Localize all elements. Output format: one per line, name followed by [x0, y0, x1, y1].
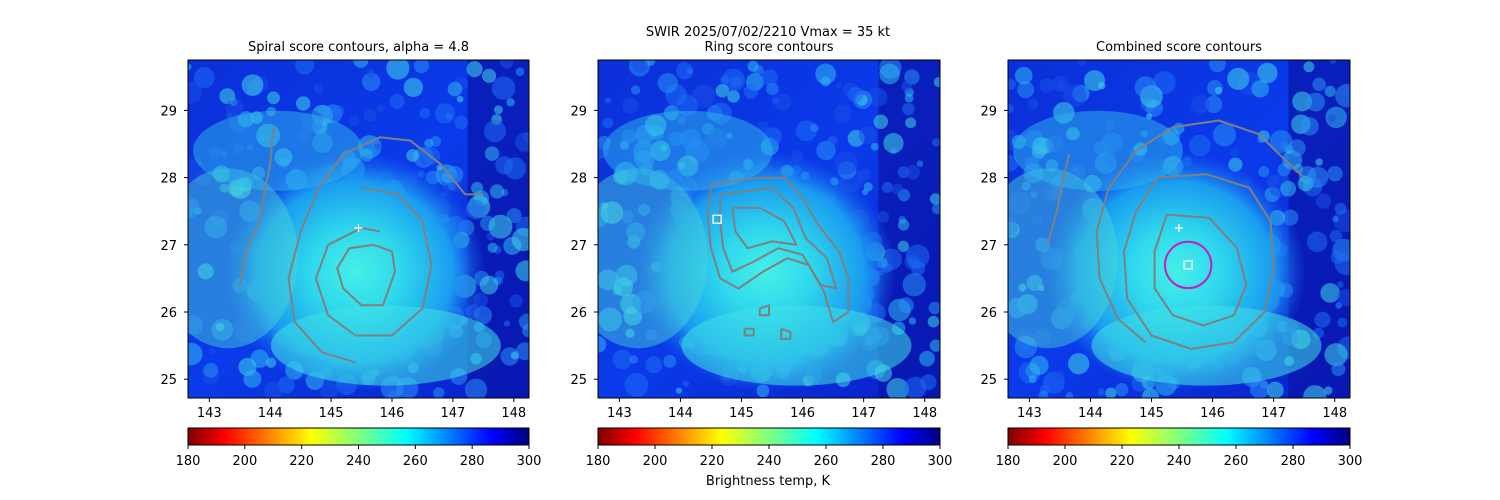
contour-spiral-middle — [314, 186, 433, 337]
y-tick-label: 27 — [570, 239, 587, 254]
y-tick-label: 28 — [160, 172, 177, 187]
colorbar-gradient — [187, 427, 530, 446]
x-tick-label: 146 — [1200, 406, 1225, 421]
colorbar-tick-label: 200 — [1053, 454, 1078, 469]
colorbar-tick-label: 180 — [176, 454, 201, 469]
satellite-image — [188, 60, 529, 398]
colorbar-tick-label: 220 — [289, 454, 314, 469]
x-tick-label: 144 — [258, 406, 283, 421]
panel-title: Ring score contours — [704, 40, 833, 55]
y-tick-label: 29 — [570, 104, 587, 119]
colorbar-gradient — [1007, 427, 1351, 446]
center-plus-marker — [1175, 223, 1183, 232]
y-tick-label: 26 — [160, 306, 177, 321]
x-tick-label: 146 — [380, 406, 405, 421]
x-tick-label: 148 — [912, 406, 937, 421]
x-tick-label: 145 — [319, 406, 344, 421]
y-tick-label: 25 — [570, 373, 587, 388]
contour-combined-outer — [1095, 119, 1305, 343]
colorbar: 180 200 220 240 260 280 300 — [176, 427, 542, 469]
colorbar-tick-label: 240 — [1167, 454, 1192, 469]
panel-title: Spiral score contours, alpha = 4.8 — [248, 40, 469, 55]
y-tick-label: 28 — [570, 172, 587, 187]
x-tick-label: 145 — [1139, 406, 1164, 421]
colorbar-tick-label: 240 — [346, 454, 371, 469]
contour-spiral-band — [238, 127, 275, 286]
combined-score-circle — [1163, 240, 1213, 290]
contour-ring-speck-3 — [743, 327, 755, 337]
plot-frame — [597, 59, 941, 399]
colorbar-tick-label: 300 — [928, 454, 953, 469]
y-tick-label: 28 — [980, 172, 997, 187]
plot-frame — [1007, 59, 1351, 399]
x-tick-label: 143 — [197, 406, 222, 421]
colorbar-tick-label: 220 — [1110, 454, 1135, 469]
contour-spiral-inner — [336, 243, 396, 307]
contour-ring-outer — [706, 176, 850, 324]
panel-3: Combined score contours 143 144 145 146 147 14… — [980, 40, 1363, 469]
y-tick-label: 26 — [570, 306, 587, 321]
panel-2: Ring score contours 143 144 145 146 147 148 25 2… — [570, 40, 953, 469]
x-tick-label: 143 — [1017, 406, 1042, 421]
y-tick-label: 25 — [160, 373, 177, 388]
satellite-image — [1008, 60, 1350, 398]
colorbar-tick-label: 240 — [757, 454, 782, 469]
x-tick-label: 146 — [790, 406, 815, 421]
y-tick-label: 29 — [160, 104, 177, 119]
y-tick-label: 26 — [980, 306, 997, 321]
panel-title: Combined score contours — [1096, 40, 1262, 55]
contour-spiral-outer — [287, 136, 484, 364]
x-tick-label: 148 — [1322, 406, 1347, 421]
colorbar-tick-label: 300 — [517, 454, 542, 469]
colorbar-tick-label: 300 — [1338, 454, 1363, 469]
x-tick-label: 147 — [440, 406, 465, 421]
figure-title: SWIR 2025/07/02/2210 Vmax = 35 kt — [646, 25, 890, 40]
colorbar-tick-label: 180 — [996, 454, 1021, 469]
y-tick-label: 29 — [980, 104, 997, 119]
colorbar-tick-label: 280 — [1281, 454, 1306, 469]
colorbar: 180 200 220 240 260 280 300 — [996, 427, 1363, 469]
colorbar-tick-label: 200 — [232, 454, 257, 469]
center-square-marker — [1183, 260, 1193, 270]
satellite-image — [598, 60, 940, 398]
x-tick-label: 144 — [1078, 406, 1103, 421]
colorbar-tick-label: 260 — [403, 454, 428, 469]
y-tick-label: 27 — [980, 239, 997, 254]
center-plus-marker — [354, 223, 363, 232]
x-tick-label: 145 — [729, 406, 754, 421]
colorbar-tick-label: 280 — [871, 454, 896, 469]
colorbar-tick-label: 280 — [460, 454, 485, 469]
x-tick-label: 147 — [851, 406, 876, 421]
x-tick-label: 144 — [668, 406, 693, 421]
colorbar-tick-label: 180 — [586, 454, 611, 469]
colorbar-label: Brightness temp, K — [706, 474, 831, 489]
center-square-marker — [712, 214, 722, 224]
plot-frame — [187, 59, 530, 399]
panel-1: Spiral score contours, alpha = 4.8 143 144… — [160, 40, 542, 469]
colorbar: 180 200 220 240 260 280 300 — [586, 427, 953, 469]
colorbar-tick-label: 200 — [643, 454, 668, 469]
colorbar-gradient — [597, 427, 941, 446]
contour-ring-inner — [731, 206, 798, 250]
x-tick-label: 143 — [607, 406, 632, 421]
colorbar-tick-label: 260 — [814, 454, 839, 469]
colorbar-tick-label: 260 — [1224, 454, 1249, 469]
y-tick-label: 27 — [160, 239, 177, 254]
contour-combined-band — [1046, 153, 1071, 246]
contour-combined-middle — [1123, 173, 1275, 350]
x-tick-label: 148 — [501, 406, 526, 421]
y-tick-label: 25 — [980, 373, 997, 388]
contour-combined-inner — [1153, 213, 1248, 327]
contour-ring-speck-1 — [780, 327, 792, 340]
contour-ring-mid — [719, 186, 838, 290]
colorbar-tick-label: 220 — [700, 454, 725, 469]
panels: Spiral score contours, alpha = 4.8 143 144… — [160, 40, 1363, 469]
x-tick-label: 147 — [1261, 406, 1286, 421]
contour-ring-speck-2 — [758, 304, 770, 317]
